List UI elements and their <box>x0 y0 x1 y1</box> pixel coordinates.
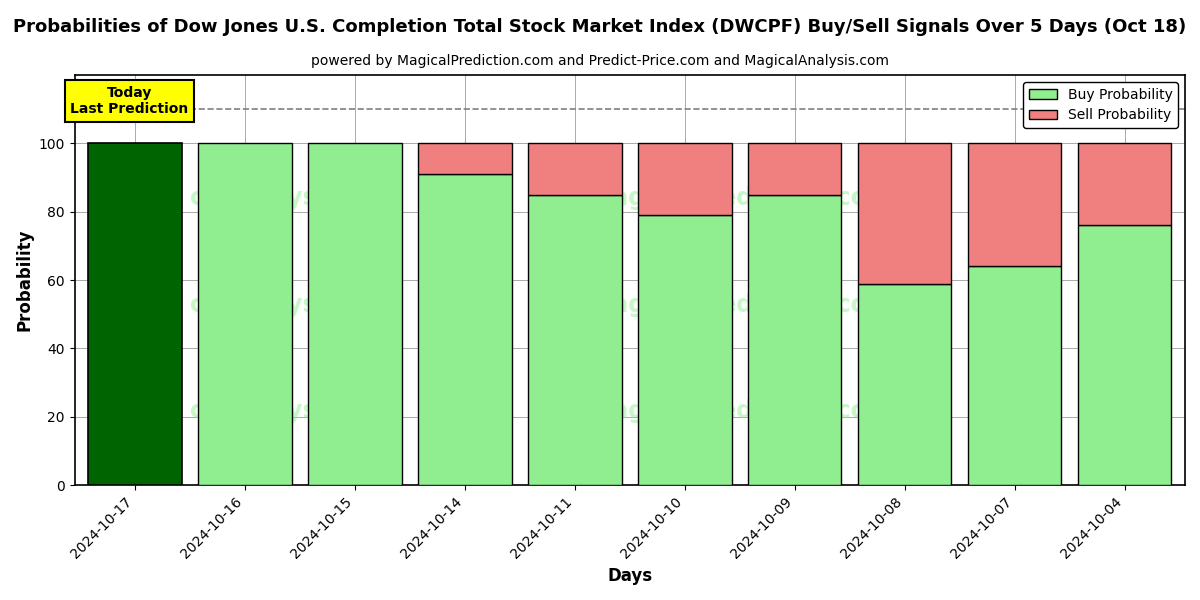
Bar <box>528 194 622 485</box>
Text: calAnalysis.com: calAnalysis.com <box>191 400 403 424</box>
Text: Today
Last Prediction: Today Last Prediction <box>71 86 188 116</box>
Text: MagicalPrediction.com: MagicalPrediction.com <box>589 400 892 424</box>
Bar <box>968 266 1061 485</box>
Bar <box>198 143 292 485</box>
Bar <box>858 284 952 485</box>
Bar <box>1078 143 1171 226</box>
Bar <box>638 143 732 215</box>
Bar <box>638 215 732 485</box>
Bar <box>748 194 841 485</box>
Bar <box>419 174 511 485</box>
Text: calAnalysis.com: calAnalysis.com <box>191 293 403 317</box>
Y-axis label: Probability: Probability <box>16 229 34 331</box>
Bar <box>419 143 511 174</box>
Text: MagicalPrediction.com: MagicalPrediction.com <box>589 293 892 317</box>
Bar <box>1078 226 1171 485</box>
Bar <box>308 143 402 485</box>
Text: powered by MagicalPrediction.com and Predict-Price.com and MagicalAnalysis.com: powered by MagicalPrediction.com and Pre… <box>311 54 889 68</box>
Text: Probabilities of Dow Jones U.S. Completion Total Stock Market Index (DWCPF) Buy/: Probabilities of Dow Jones U.S. Completi… <box>13 18 1187 36</box>
Bar <box>858 143 952 284</box>
X-axis label: Days: Days <box>607 567 653 585</box>
Text: calAnalysis.com: calAnalysis.com <box>191 186 403 210</box>
Legend: Buy Probability, Sell Probability: Buy Probability, Sell Probability <box>1024 82 1178 128</box>
Bar <box>748 143 841 194</box>
Bar <box>528 143 622 194</box>
Bar <box>968 143 1061 266</box>
Text: MagicalPrediction.com: MagicalPrediction.com <box>589 186 892 210</box>
Bar <box>89 143 182 485</box>
